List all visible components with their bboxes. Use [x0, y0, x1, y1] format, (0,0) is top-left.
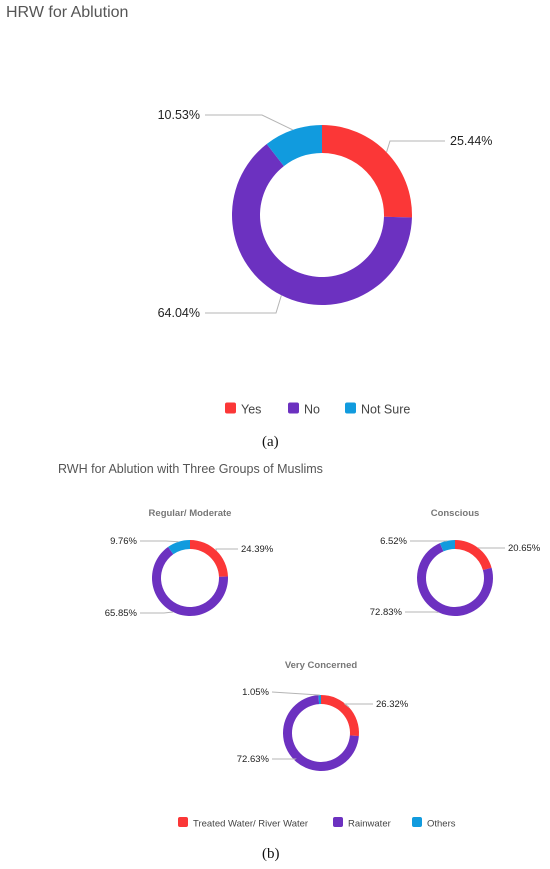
- donut-0-leader-1: [205, 295, 282, 314]
- legend-0-swatch-0: [225, 402, 236, 414]
- donut-3-slice-0: [321, 695, 360, 737]
- donut-3-title: Very Concerned: [285, 660, 358, 671]
- caption-b: (b): [262, 846, 280, 862]
- legend-0-label-0: Yes: [241, 402, 261, 416]
- legend-0-swatch-1: [288, 402, 299, 414]
- donut-1-leader-1: [140, 611, 174, 614]
- donut-3-label-1: 72.63%: [237, 754, 270, 765]
- legend-3-label-1: Rainwater: [348, 818, 391, 829]
- legend-0-swatch-2: [345, 402, 356, 414]
- donut-0-slice-1: [232, 143, 412, 305]
- donut-1-label-1: 65.85%: [105, 608, 138, 619]
- donut-3-leader-2: [271, 691, 320, 696]
- donut-0-label-2: 10.53%: [158, 108, 200, 122]
- donut-2-label-2: 6.52%: [380, 536, 407, 547]
- legend-3-label-0: Treated Water/ River Water: [193, 818, 308, 829]
- chart-a-title: HRW for Ablution: [6, 4, 129, 21]
- legend-3-swatch-1: [333, 817, 343, 827]
- donut-1-leader-2: [140, 540, 179, 543]
- donut-2-label-1: 72.83%: [370, 607, 403, 618]
- donut-0-label-1: 64.04%: [158, 306, 200, 320]
- donut-2-title: Conscious: [431, 508, 480, 519]
- donut-1-label-2: 9.76%: [110, 536, 137, 547]
- donut-1-leader-0: [215, 548, 238, 551]
- donut-3-slice-2: [318, 695, 321, 705]
- donut-2-slice-2: [439, 540, 455, 552]
- donut-3-label-2: 1.05%: [242, 687, 269, 698]
- legend-0-label-2: Not Sure: [361, 402, 410, 416]
- legend-3-swatch-2: [412, 817, 422, 827]
- donut-1-label-0: 24.39%: [241, 544, 274, 555]
- donut-3-leader-0: [343, 703, 373, 708]
- donut-1-title: Regular/ Moderate: [149, 508, 232, 519]
- donut-0-leader-0: [386, 140, 445, 153]
- legend-0-label-1: No: [304, 402, 320, 416]
- donut-0-leader-2: [205, 114, 293, 131]
- legend-3-swatch-0: [178, 817, 188, 827]
- donut-0-label-0: 25.44%: [450, 134, 492, 148]
- donut-3-leader-1: [272, 758, 297, 761]
- legend-3-label-2: Others: [427, 818, 456, 829]
- donut-1-slice-2: [168, 540, 190, 555]
- caption-a: (a): [262, 434, 279, 450]
- donut-1-slice-0: [190, 540, 228, 577]
- donut-0-slice-2: [266, 125, 322, 167]
- donut-3-label-0: 26.32%: [376, 699, 409, 710]
- donut-2-slice-0: [455, 540, 492, 571]
- donut-0-slice-0: [322, 125, 412, 218]
- donut-2-label-0: 20.65%: [508, 543, 541, 554]
- section-b-title: RWH for Ablution with Three Groups of Mu…: [58, 462, 323, 476]
